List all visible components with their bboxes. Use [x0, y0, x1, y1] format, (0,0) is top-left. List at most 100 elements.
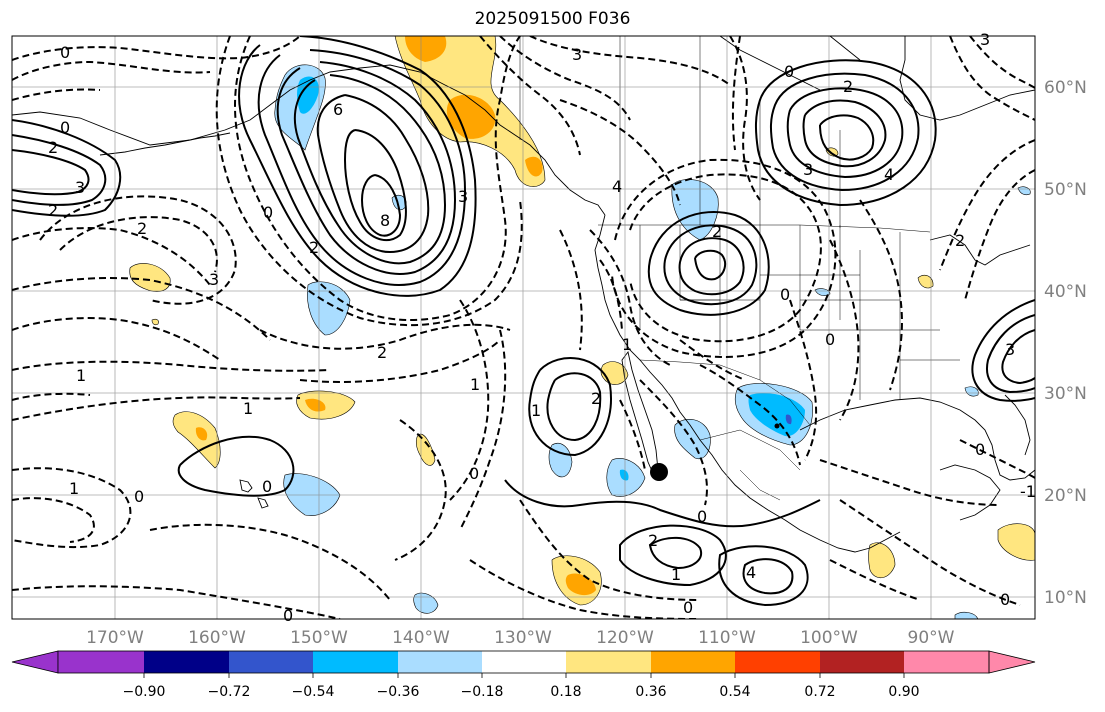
contour-label: 4 — [612, 177, 622, 196]
contour-ridge-gulf-4 — [293, 74, 447, 265]
contour-east-1 — [971, 299, 1035, 402]
contour-rockies-low-2 — [663, 224, 758, 306]
dash-east-2 — [829, 239, 860, 421]
contour-label: 1 — [69, 479, 79, 498]
dash-pac-5 — [12, 360, 331, 372]
contour-label: 0 — [697, 507, 707, 526]
lat-label: 40°N — [1044, 282, 1087, 302]
solid-contours — [12, 36, 1035, 607]
dash-pac-10 — [149, 523, 391, 601]
contour-canada-low-1 — [754, 59, 937, 207]
dash-can-6 — [964, 169, 1035, 301]
coastline-gulf — [799, 397, 1035, 481]
contour-label: 0 — [975, 440, 985, 459]
colorbar-label: 0.18 — [550, 684, 581, 700]
shade-mex-cyan — [748, 393, 805, 437]
contour-east-2 — [986, 314, 1035, 394]
dash-nw-3 — [12, 88, 101, 101]
contour-label: 3 — [803, 160, 813, 179]
dash-south-3 — [819, 459, 1001, 506]
contour-labels: 3 0 2 3 2 6 8 0 2 3 4 2 3 3 4 2 0 3 0 2 … — [48, 30, 1036, 625]
contour-label: 2 — [309, 238, 319, 257]
contour-west-2 — [12, 134, 107, 206]
shade-pac-yellow-2 — [151, 318, 159, 326]
small-marker — [774, 423, 780, 429]
shade-pac-blue-3 — [413, 592, 439, 614]
contour-trop-3 — [718, 545, 809, 607]
colorbar-bin — [735, 651, 820, 673]
dash-west-3 — [559, 229, 583, 351]
colorbar-bin — [398, 651, 482, 673]
colorbar-ticks — [143, 673, 905, 678]
contour-trop-4 — [742, 558, 794, 595]
contour-label: 0 — [780, 285, 790, 304]
lat-label: 60°N — [1044, 78, 1087, 98]
dash-east-1 — [859, 199, 903, 391]
contour-baja-2 — [546, 372, 602, 442]
contour-label: 4 — [884, 165, 894, 184]
dash-mex-2 — [679, 339, 746, 381]
contour-label: -1 — [1020, 482, 1036, 501]
contour-label: 2 — [712, 222, 722, 241]
colorbar-bin — [313, 651, 398, 673]
colorbar-bin — [482, 651, 566, 673]
contour-canada-low-4 — [802, 99, 887, 168]
colorbar-label: −0.54 — [292, 684, 335, 700]
dash-sw-2 — [12, 392, 91, 401]
lon-label: 90°W — [908, 628, 955, 648]
colorbar-frame — [57, 650, 990, 674]
lat-label: 50°N — [1044, 180, 1087, 200]
contour-label: 3 — [75, 178, 85, 197]
lon-label: 130°W — [494, 628, 552, 648]
shade-bc-orange — [405, 36, 447, 62]
shade-pac-yellow-3 — [296, 390, 356, 420]
colorbar-bin — [58, 651, 144, 673]
border-states — [639, 225, 960, 400]
contour-label: 2 — [955, 231, 965, 250]
colorbar-bin — [651, 651, 735, 673]
dash-pac-15 — [459, 329, 507, 531]
dashed-contours — [12, 36, 1035, 619]
contour-label: 3 — [458, 187, 468, 206]
dash-bc-4 — [559, 99, 681, 206]
contour-label: 3 — [1005, 340, 1015, 359]
dash-nw-2 — [12, 60, 211, 81]
lat-label: 20°N — [1044, 486, 1087, 506]
coastline-uswest — [594, 214, 901, 553]
contour-rockies-low-4 — [694, 249, 727, 281]
colorbar-label: −0.36 — [377, 684, 420, 700]
shade-pac-blue-1 — [307, 281, 351, 336]
contour-label: 0 — [683, 598, 693, 617]
contour-zero-mex — [504, 479, 821, 528]
contour-label: 0 — [283, 606, 293, 625]
graticule — [12, 36, 1035, 619]
colorbar-label: −0.18 — [461, 684, 504, 700]
colorbar-label: −0.90 — [123, 684, 166, 700]
lon-label: 100°W — [800, 628, 858, 648]
contour-label: 6 — [333, 100, 343, 119]
shade-alaska-cyan — [297, 76, 319, 114]
colorbar-extend-high — [988, 650, 1036, 674]
contour-label: 1 — [243, 399, 253, 418]
contour-canada-low-5 — [819, 114, 875, 161]
dash-mex-3 — [639, 379, 708, 506]
contour-ridge-gulf-3 — [276, 61, 457, 275]
contour-label: 0 — [60, 118, 70, 137]
colorbar-label: 0.54 — [719, 684, 750, 700]
contour-label: 1 — [531, 401, 541, 420]
contour-ridge-gulf-1 — [238, 36, 477, 297]
contour-canada-low-2 — [769, 72, 920, 192]
contour-label: 0 — [262, 477, 272, 496]
shade-pac-yellow-1 — [129, 263, 171, 292]
contour-label: 1 — [470, 375, 480, 394]
dash-west-1 — [589, 229, 671, 366]
contour-label: 2 — [137, 219, 147, 238]
coastline-hawaii — [239, 479, 269, 509]
dash-gulf-2 — [215, 36, 523, 327]
contour-label: 2 — [48, 201, 58, 220]
shade-carib-yellow — [997, 523, 1035, 561]
contour-label: 0 — [134, 487, 144, 506]
dash-south-4 — [839, 499, 1021, 606]
lon-label: 120°W — [596, 628, 654, 648]
contour-ridge-gulf-5 — [316, 94, 430, 254]
